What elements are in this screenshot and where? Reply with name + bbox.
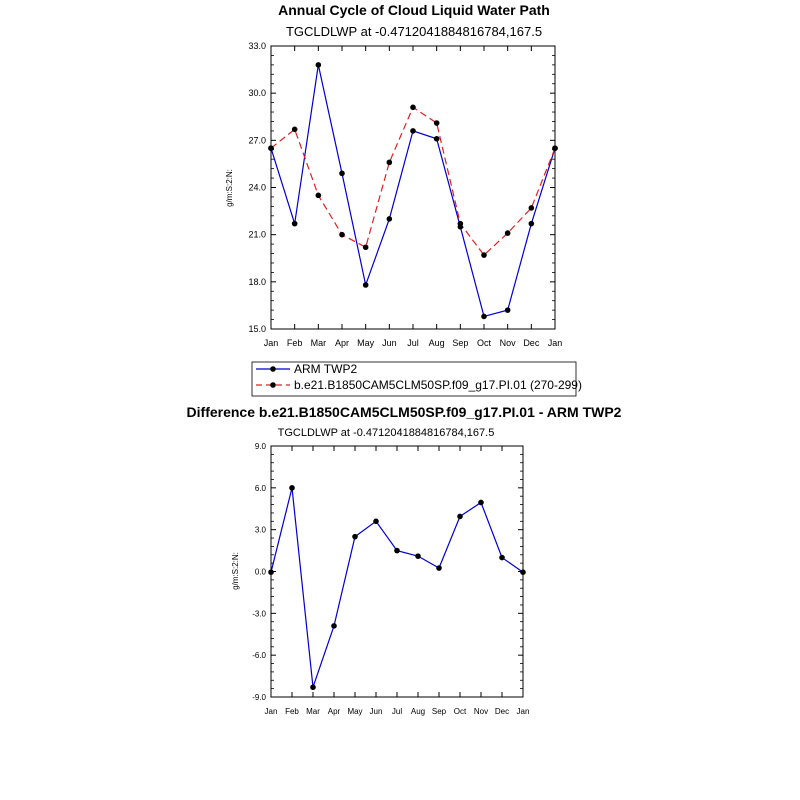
y-tick-label: -6.0 [252, 651, 266, 660]
x-tick-label: Jan [265, 707, 278, 716]
series-0-point [410, 128, 416, 134]
legend-marker-model [270, 382, 276, 388]
x-tick-label: Jan [548, 338, 563, 348]
legend-box [251, 361, 577, 397]
series-0-point [339, 170, 345, 177]
chart2-subtitle: TGCLDLWP at -0.4712041884816784,167.5 [278, 427, 495, 439]
series-0-point [310, 684, 316, 691]
y-tick-label: 9.0 [255, 442, 267, 451]
series-line-0 [270, 64, 556, 318]
y-tick-label: 30.0 [248, 88, 266, 98]
x-tick-label: Feb [287, 338, 303, 348]
x-tick-label: Jan [517, 707, 530, 716]
y-tick-label: 6.0 [255, 484, 267, 493]
series-0-point [289, 485, 295, 491]
series-0-point [373, 518, 379, 525]
y-tick-label: 21.0 [248, 230, 266, 240]
x-tick-label: Dec [523, 338, 540, 348]
series-0-point [291, 220, 298, 227]
series-1-point [528, 205, 535, 211]
legend-label-model: b.e21.B1850CAM5CLM50SP.f09_g17.PI.01 (27… [294, 378, 582, 392]
series-1-point [552, 145, 558, 151]
series-0-point [457, 513, 463, 520]
series-0-point [504, 307, 511, 313]
series-1-point [457, 220, 464, 227]
chart2-ylabel: g/m:S:2:N: [231, 552, 240, 590]
series-0-point [478, 499, 484, 506]
plot-frame [270, 445, 524, 698]
series-0-point [415, 553, 421, 559]
x-tick-label: Jul [392, 707, 402, 716]
x-tick-label: May [357, 338, 375, 348]
series-1-point [481, 252, 487, 258]
y-tick-label: 33.0 [248, 41, 266, 51]
chart2-plot: -9.0 -6.0 -3.0 0.0 3.0 6.0 9.0 Jan Feb Mar Apr May J… [252, 442, 529, 716]
legend-marker-arm [270, 366, 276, 372]
x-tick-label: Sep [432, 707, 447, 716]
series-1-point [410, 104, 416, 111]
series-0-point [386, 216, 393, 222]
chart2-title: Difference b.e21.B1850CAM5CLM50SP.f09_g1… [187, 404, 622, 420]
series-line-0 [270, 487, 524, 688]
x-tick-label: Nov [474, 707, 488, 716]
series-0-point [315, 62, 322, 68]
series-0-point [436, 565, 442, 571]
y-tick-label: 24.0 [248, 183, 266, 193]
series-1-point [268, 145, 274, 151]
y-tick-label: -9.0 [252, 693, 266, 702]
series-1-point [291, 126, 298, 133]
series-1-point [362, 244, 369, 251]
series-1-point [504, 230, 511, 236]
chart1-title: Annual Cycle of Cloud Liquid Water Path [278, 2, 550, 18]
x-tick-label: Apr [335, 338, 349, 348]
series-0-point [520, 569, 526, 575]
x-tick-label: Oct [477, 338, 492, 348]
y-tick-label: 18.0 [248, 277, 266, 287]
series-0-point [499, 554, 505, 561]
chart1-legend: ARM TWP2 b.e21.B1850CAM5CLM50SP.f09_g17.… [251, 361, 582, 397]
chart1-ylabel: g/m:S:2:N: [225, 169, 234, 207]
x-tick-label: Apr [328, 707, 341, 716]
series-0-point [528, 220, 535, 227]
series-1-point [433, 120, 440, 126]
x-tick-label: Oct [454, 707, 467, 716]
series-0-point [362, 282, 369, 288]
plot-frame [270, 45, 556, 330]
series-0-point [268, 569, 274, 575]
y-tick-label: 27.0 [248, 135, 266, 145]
series-0-point [331, 623, 337, 629]
series-0-point [433, 135, 440, 142]
x-tick-label: Jun [370, 707, 383, 716]
y-tick-label: 0.0 [255, 568, 267, 577]
series-1-point [315, 192, 322, 199]
chart1-subtitle: TGCLDLWP at -0.4712041884816784,167.5 [286, 24, 542, 39]
series-1-point [339, 231, 345, 238]
x-tick-label: Feb [285, 707, 299, 716]
y-tick-label: 3.0 [255, 526, 267, 535]
x-tick-label: Sep [452, 338, 468, 348]
legend-label-arm: ARM TWP2 [294, 362, 357, 376]
x-tick-label: May [347, 707, 362, 716]
series-0-point [481, 313, 487, 320]
x-tick-label: Aug [411, 707, 425, 716]
series-0-point [394, 547, 400, 554]
y-tick-label: 15.0 [248, 324, 266, 334]
x-tick-label: Mar [311, 338, 327, 348]
x-tick-label: Aug [429, 338, 445, 348]
x-tick-label: Jan [264, 338, 279, 348]
x-tick-label: Jul [407, 338, 419, 348]
x-tick-label: Nov [500, 338, 517, 348]
x-tick-label: Jun [382, 338, 397, 348]
x-tick-label: Mar [306, 707, 320, 716]
chart1-plot: 15.0 18.0 21.0 24.0 27.0 30.0 33.0 Jan Feb Mar Apr… [248, 41, 562, 348]
series-0-point [352, 533, 358, 540]
y-tick-label: -3.0 [252, 609, 266, 618]
x-tick-label: Dec [495, 707, 509, 716]
series-1-point [386, 159, 393, 166]
